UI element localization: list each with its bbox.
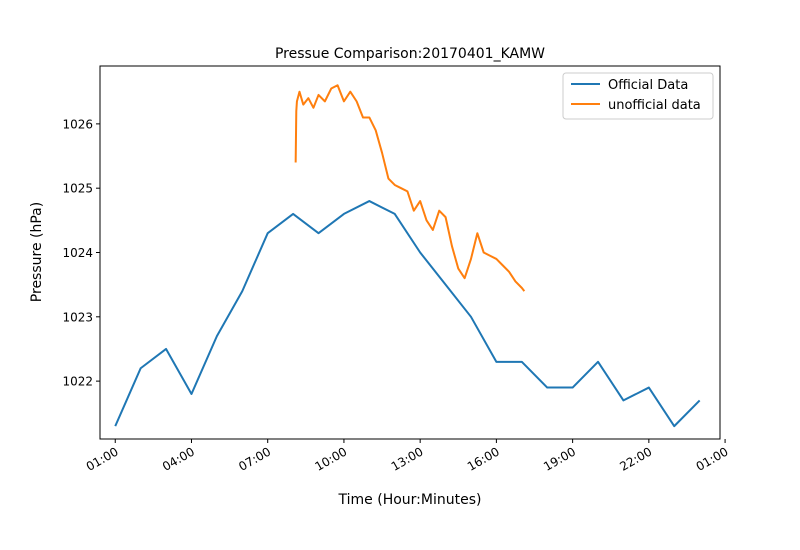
- legend-label-unofficial: unofficial data: [608, 98, 701, 113]
- y-tick-label: 1025: [62, 182, 93, 196]
- y-axis-label: Pressure (hPa): [29, 202, 45, 302]
- series-lines: [114, 84, 701, 428]
- y-axis: 1022 1023 1024 1025 1026: [62, 117, 100, 389]
- legend-box: [562, 72, 714, 120]
- series-line-official: [114, 200, 701, 428]
- series-line-unofficial: [294, 84, 526, 292]
- y-tick-label: 1026: [62, 117, 93, 131]
- y-tick-label: 1024: [62, 246, 93, 260]
- legend-label-official: Official Data: [608, 78, 688, 93]
- y-tick-label: 1022: [62, 375, 93, 389]
- x-axis-label: Time (Hour:Minutes): [338, 492, 482, 508]
- y-tick-label: 1023: [62, 310, 93, 324]
- chart-title: Pressue Comparison:20170401_KAMW: [275, 46, 545, 62]
- legend: Official Data unofficial data: [562, 72, 714, 120]
